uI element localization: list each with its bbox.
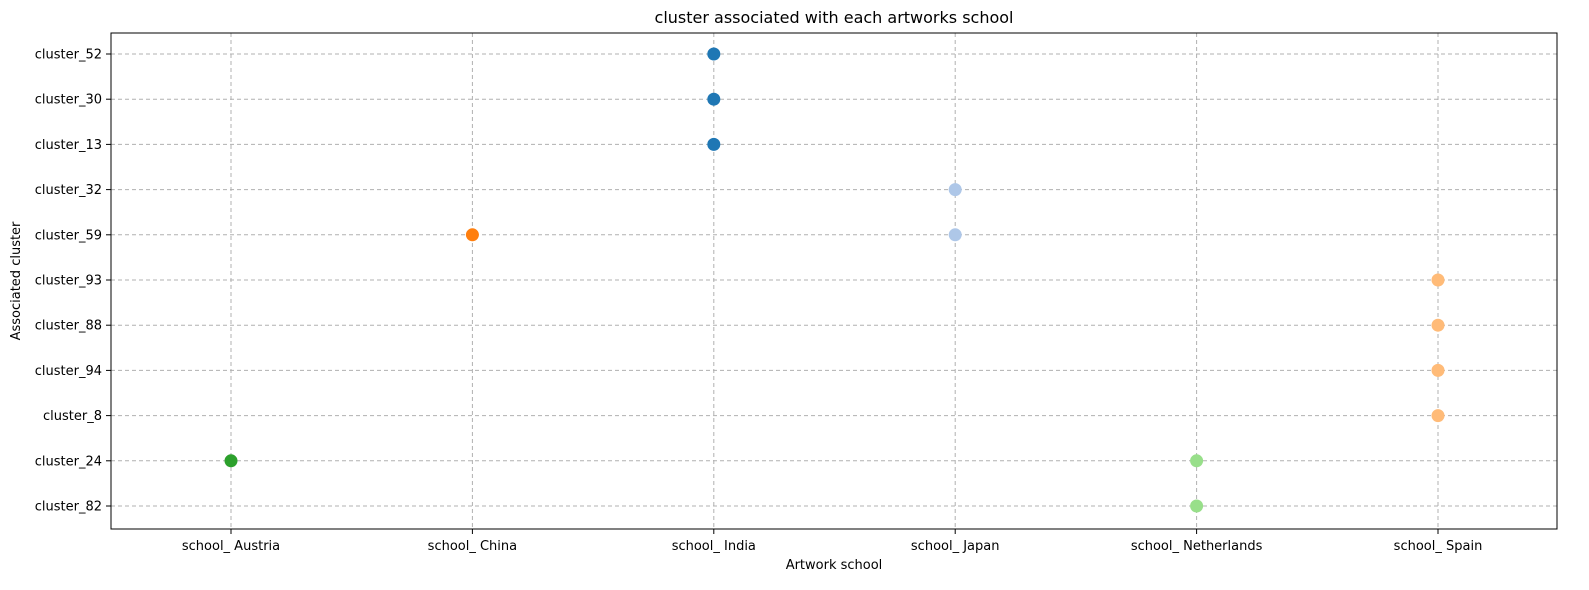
y-tick-label: cluster_30 (35, 93, 102, 108)
y-tick-label: cluster_93 (35, 274, 102, 289)
plot-frame (110, 32, 1558, 530)
data-point (948, 183, 962, 197)
data-point (1190, 454, 1204, 468)
y-axis-ticks: cluster_82 cluster_24 cluster_8 cluster_94 c… (35, 48, 111, 515)
data-points (224, 47, 1445, 513)
y-tick-label: cluster_88 (35, 319, 102, 334)
y-tick-label: cluster_24 (35, 454, 102, 469)
data-point (1431, 409, 1445, 423)
y-axis-label: Associated cluster (9, 221, 24, 340)
grid (111, 33, 1557, 529)
x-axis-ticks: school_ Austria school_ China school_ Indi… (182, 529, 1482, 554)
x-axis-label: Artwork school (786, 558, 883, 573)
data-point (1431, 363, 1445, 377)
data-point (948, 228, 962, 242)
y-tick-label: cluster_8 (43, 409, 102, 424)
x-tick-label: school_ Austria (182, 539, 280, 554)
data-point (224, 454, 238, 468)
data-point (1190, 499, 1204, 513)
x-tick-label: school_ China (428, 539, 517, 554)
y-tick-label: cluster_13 (35, 138, 102, 153)
x-tick-label: school_ Japan (911, 539, 1000, 554)
y-tick-label: cluster_82 (35, 500, 102, 515)
data-point (707, 92, 721, 106)
y-tick-label: cluster_94 (35, 364, 102, 379)
data-point (1431, 318, 1445, 332)
x-tick-label: school_ Spain (1394, 539, 1483, 554)
data-point (707, 47, 721, 61)
y-tick-label: cluster_52 (35, 48, 102, 63)
data-point (465, 228, 479, 242)
x-tick-label: school_ India (672, 539, 756, 554)
y-tick-label: cluster_59 (35, 228, 102, 243)
data-point (1431, 273, 1445, 287)
x-tick-label: school_ Netherlands (1131, 539, 1263, 554)
data-point (707, 137, 721, 151)
chart-title: cluster associated with each artworks sc… (655, 8, 1014, 27)
y-tick-label: cluster_32 (35, 183, 102, 198)
